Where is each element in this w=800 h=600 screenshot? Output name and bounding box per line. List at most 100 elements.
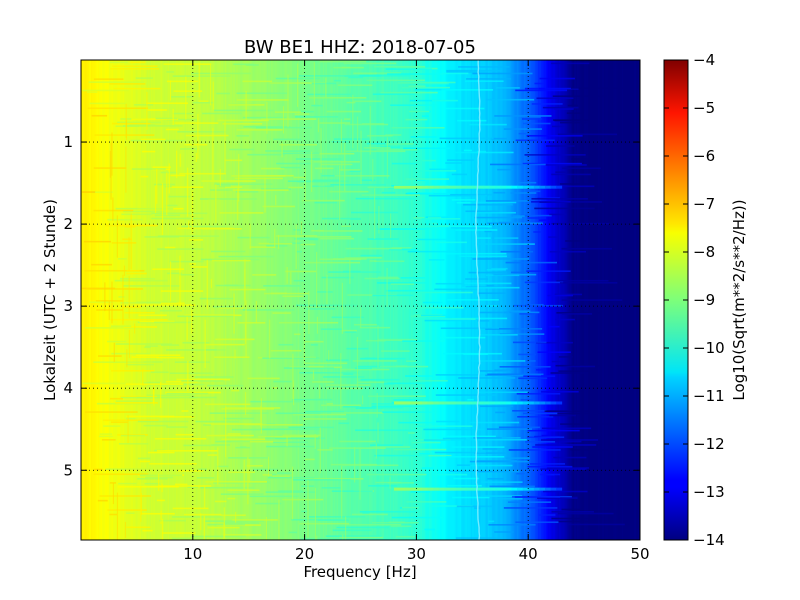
heatmap-streak-vertical bbox=[237, 188, 239, 220]
heatmap-column bbox=[406, 60, 409, 540]
heatmap-column bbox=[321, 60, 324, 540]
heatmap-streak bbox=[512, 341, 547, 344]
heatmap-streak-vertical bbox=[210, 278, 212, 289]
heatmap-streak-vertical bbox=[269, 319, 271, 359]
heatmap-streak bbox=[419, 170, 457, 172]
heatmap-streak bbox=[109, 318, 168, 321]
heatmap-column bbox=[498, 60, 501, 540]
heatmap-column bbox=[101, 60, 104, 540]
heatmap-streak bbox=[549, 213, 567, 216]
heatmap-streak bbox=[137, 420, 189, 423]
heatmap-streak-vertical bbox=[307, 480, 309, 538]
heatmap-streak-vertical bbox=[233, 293, 235, 334]
heatmap-streak bbox=[176, 378, 231, 381]
heatmap-column bbox=[515, 60, 518, 540]
heatmap-streak-vertical bbox=[125, 146, 127, 193]
heatmap-column bbox=[247, 60, 250, 540]
heatmap-streak bbox=[277, 472, 292, 474]
heatmap-streak bbox=[109, 513, 117, 516]
heatmap-streak-vertical bbox=[376, 393, 378, 418]
heatmap-streak bbox=[232, 519, 278, 521]
heatmap-column bbox=[138, 60, 141, 540]
heatmap-streak-vertical bbox=[389, 476, 391, 489]
heatmap-streak bbox=[457, 119, 487, 122]
heatmap-column bbox=[329, 60, 332, 540]
heatmap-streak bbox=[494, 115, 552, 117]
heatmap-column bbox=[181, 60, 184, 540]
x-tick-label: 40 bbox=[519, 545, 538, 563]
heatmap-column bbox=[231, 60, 234, 540]
heatmap-streak bbox=[316, 291, 333, 293]
heatmap-streak bbox=[174, 122, 219, 124]
heatmap-streak bbox=[535, 369, 544, 371]
colorbar-tick-label: −10 bbox=[693, 339, 725, 357]
heatmap-streak bbox=[203, 424, 211, 426]
heatmap-column bbox=[536, 60, 539, 540]
heatmap-streak bbox=[431, 99, 458, 102]
heatmap-streak bbox=[227, 433, 241, 435]
heatmap-column bbox=[427, 60, 430, 540]
heatmap-streak bbox=[119, 395, 157, 398]
heatmap-streak bbox=[406, 360, 417, 362]
heatmap-streak bbox=[553, 456, 587, 459]
heatmap-column bbox=[546, 60, 549, 540]
heatmap-column bbox=[356, 60, 359, 540]
x-axis: 10 20 30 40 50 bbox=[183, 60, 650, 563]
heatmap-column bbox=[346, 60, 349, 540]
heatmap-streak bbox=[435, 282, 468, 285]
heatmap-column bbox=[410, 60, 413, 540]
heatmap-streak bbox=[172, 537, 207, 540]
heatmap-column bbox=[136, 60, 139, 540]
heatmap-column bbox=[259, 60, 262, 540]
heatmap-streak bbox=[536, 341, 573, 344]
horizontal-band-segment bbox=[517, 185, 524, 189]
heatmap-streak bbox=[474, 216, 523, 219]
heatmap-streak bbox=[469, 460, 529, 463]
heatmap-streak bbox=[416, 82, 449, 85]
heatmap-streak bbox=[468, 421, 520, 424]
heatmap-column bbox=[342, 60, 345, 540]
heatmap-streak bbox=[331, 316, 364, 319]
heatmap-streak bbox=[216, 92, 230, 95]
heatmap-streak bbox=[341, 329, 358, 332]
heatmap-streak bbox=[171, 96, 193, 98]
heatmap-streak bbox=[499, 366, 551, 368]
heatmap-column bbox=[424, 60, 427, 540]
heatmap-streak bbox=[112, 65, 158, 67]
heatmap-streak bbox=[298, 75, 359, 77]
horizontal-band-segment bbox=[427, 185, 434, 189]
heatmap-streak bbox=[93, 78, 124, 80]
heatmap-streak bbox=[211, 444, 231, 446]
heatmap-streak bbox=[537, 497, 578, 499]
horizontal-band-segment bbox=[427, 487, 434, 491]
heatmap-streak bbox=[525, 441, 556, 443]
heatmap-streak bbox=[94, 134, 155, 136]
heatmap-streak bbox=[321, 276, 354, 279]
heatmap-column bbox=[382, 60, 385, 540]
heatmap-streak bbox=[482, 448, 498, 450]
heatmap-streak bbox=[325, 359, 349, 361]
heatmap-column bbox=[155, 60, 158, 540]
heatmap-streak bbox=[422, 159, 436, 162]
heatmap-streak bbox=[477, 320, 490, 322]
heatmap-column bbox=[430, 60, 433, 540]
heatmap-streak bbox=[166, 380, 198, 383]
heatmap-streak bbox=[299, 371, 359, 374]
heatmap-column bbox=[163, 60, 166, 540]
heatmap-column bbox=[539, 60, 542, 540]
heatmap-column bbox=[113, 60, 116, 540]
heatmap-streak bbox=[434, 451, 486, 454]
heatmap-streak bbox=[406, 501, 447, 503]
heatmap-streak bbox=[293, 229, 302, 231]
heatmap-streak bbox=[89, 301, 114, 304]
heatmap-streak bbox=[185, 134, 229, 137]
heatmap-streak bbox=[159, 519, 186, 522]
heatmap-streak bbox=[144, 346, 151, 349]
heatmap-column bbox=[280, 60, 283, 540]
heatmap-streak bbox=[538, 514, 556, 516]
heatmap-column bbox=[514, 60, 517, 540]
heatmap-streak bbox=[143, 361, 163, 363]
heatmap-streak bbox=[515, 89, 568, 92]
heatmap-column bbox=[368, 60, 371, 540]
horizontal-band-segment bbox=[539, 401, 546, 405]
